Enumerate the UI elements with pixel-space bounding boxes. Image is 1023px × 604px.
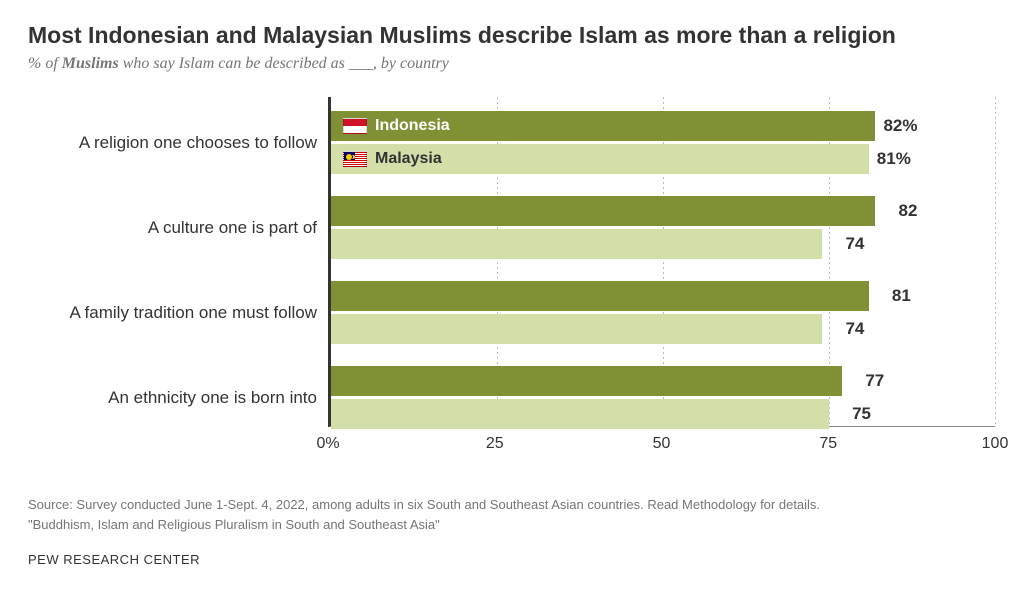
my-flag-icon — [343, 151, 367, 167]
x-tick-label: 50 — [653, 435, 671, 453]
bar-group: A family tradition one must follow8174 — [331, 281, 995, 344]
category-label: An ethnicity one is born into — [41, 388, 331, 408]
bar-fill: 81%Malaysia — [331, 144, 869, 174]
bar-value: 74 — [845, 319, 864, 339]
bar: 81% Malaysia — [331, 144, 995, 174]
series-name: Malaysia — [375, 150, 442, 168]
x-tick-label: 75 — [819, 435, 837, 453]
bar-fill: 74 — [331, 229, 822, 259]
bar-fill: 77 — [331, 366, 842, 396]
bar-value: 75 — [852, 404, 871, 424]
subtitle-bold: Muslims — [62, 55, 119, 72]
subtitle-rest: who say Islam can be described as ___, b… — [119, 55, 449, 72]
attribution: PEW RESEARCH CENTER — [28, 552, 995, 567]
x-tick-label: 25 — [486, 435, 504, 453]
bar: 82 — [331, 196, 995, 226]
source-line: Source: Survey conducted June 1-Sept. 4,… — [28, 495, 995, 515]
bar: 81 — [331, 281, 995, 311]
report-line: "Buddhism, Islam and Religious Pluralism… — [28, 515, 995, 535]
bar-fill: 81 — [331, 281, 869, 311]
bar-fill: 82 — [331, 196, 875, 226]
source-note: Source: Survey conducted June 1-Sept. 4,… — [28, 495, 995, 534]
x-axis: 0%255075100 — [328, 427, 995, 457]
bar: 75 — [331, 399, 995, 429]
bar-value: 74 — [845, 234, 864, 254]
bar-value: 77 — [865, 371, 884, 391]
x-tick-label: 0% — [316, 435, 339, 453]
bar-fill: 75 — [331, 399, 829, 429]
subtitle-prefix: % of — [28, 55, 62, 72]
bar-value: 81 — [892, 286, 911, 306]
category-label: A culture one is part of — [41, 218, 331, 238]
bar: 77 — [331, 366, 995, 396]
series-label: Malaysia — [343, 150, 442, 168]
bar: 74 — [331, 229, 995, 259]
plot-area: A religion one chooses to follow82%Indon… — [328, 97, 995, 427]
bar-group: An ethnicity one is born into7775 — [331, 366, 995, 429]
category-label: A religion one chooses to follow — [41, 133, 331, 153]
bar: 74 — [331, 314, 995, 344]
category-label: A family tradition one must follow — [41, 303, 331, 323]
series-label: Indonesia — [343, 117, 450, 135]
bar-fill: 82%Indonesia — [331, 111, 875, 141]
id-flag-icon — [343, 118, 367, 134]
bar-group: A culture one is part of8274 — [331, 196, 995, 259]
bar-value: 81% — [877, 149, 911, 169]
series-name: Indonesia — [375, 117, 450, 135]
chart-subtitle: % of Muslims who say Islam can be descri… — [28, 55, 995, 73]
gridline — [995, 97, 996, 426]
bar-fill: 74 — [331, 314, 822, 344]
bar-value: 82 — [899, 201, 918, 221]
chart-title: Most Indonesian and Malaysian Muslims de… — [28, 22, 995, 49]
bar-value: 82% — [883, 116, 917, 136]
bar-group: A religion one chooses to follow82%Indon… — [331, 111, 995, 174]
chart-area: A religion one chooses to follow 82% Indon… — [28, 97, 995, 467]
bar: 82% Indonesia — [331, 111, 995, 141]
x-tick-label: 100 — [982, 435, 1009, 453]
